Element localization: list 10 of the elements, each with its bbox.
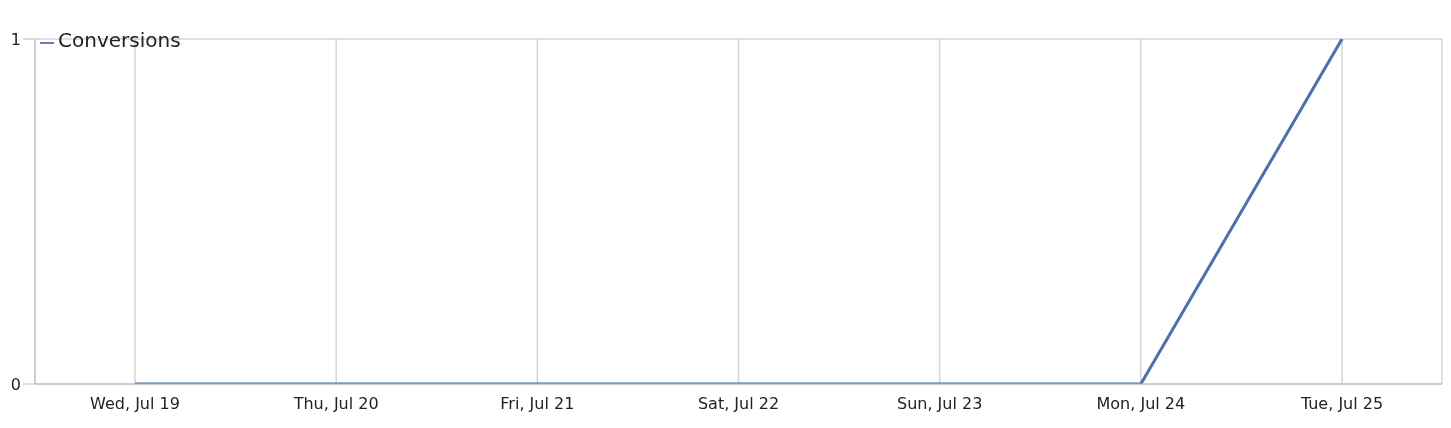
x-tick-label: Sun, Jul 23 — [896, 394, 983, 414]
legend-label: Conversions — [58, 28, 181, 52]
y-tick-label: 1 — [10, 29, 21, 49]
x-tick-label: Mon, Jul 24 — [1096, 394, 1186, 414]
x-tick-label: Sat, Jul 22 — [697, 394, 780, 414]
x-tick-label: Thu, Jul 20 — [292, 394, 379, 414]
y-tick-label: 0 — [10, 374, 21, 394]
x-tick-label: Fri, Jul 21 — [500, 394, 575, 414]
x-tick-label: Wed, Jul 19 — [90, 394, 180, 414]
x-tick-label: Tue, Jul 25 — [1299, 394, 1384, 414]
